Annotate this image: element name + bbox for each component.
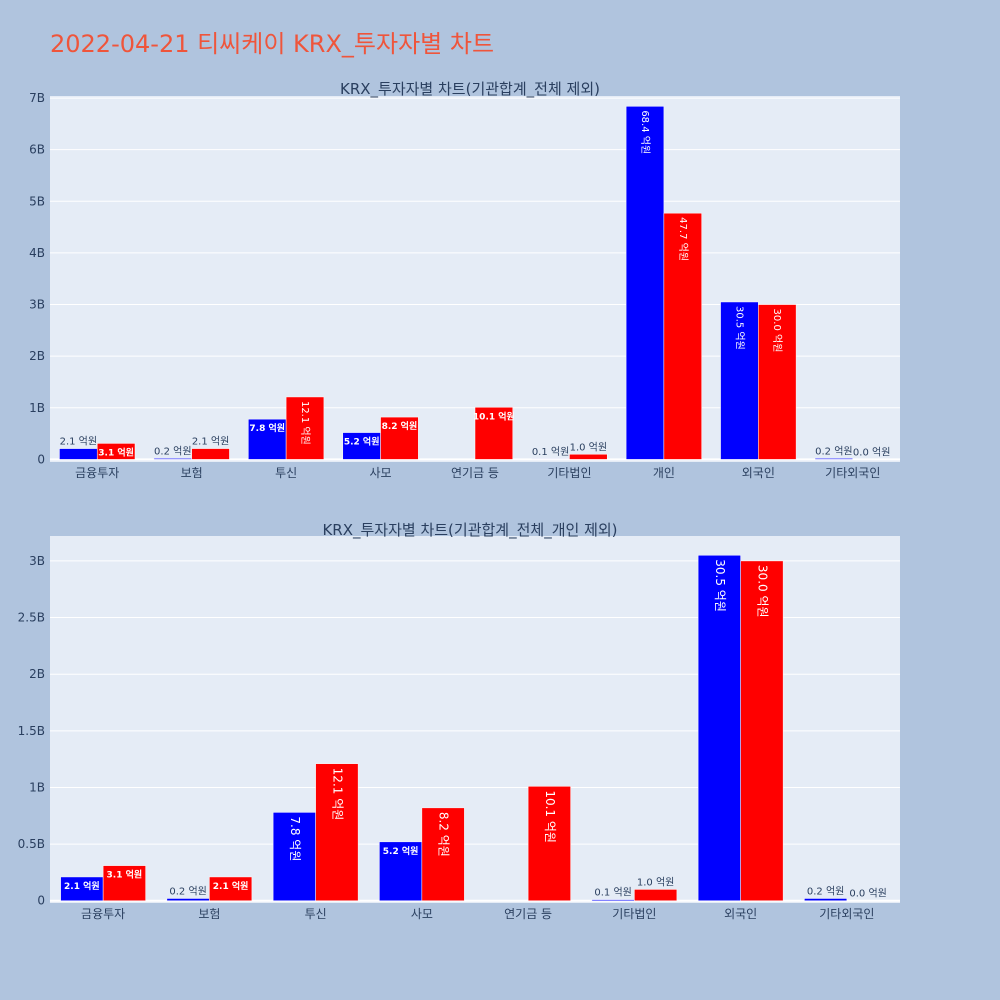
x-tick-label: 금융투자 <box>81 907 125 921</box>
bar <box>697 555 741 901</box>
x-tick-label: 투신 <box>305 907 327 921</box>
x-tick-label: 기타법인 <box>612 907 656 921</box>
bar-data-label: 3.1 억원 <box>107 869 143 881</box>
bar-data-label: 12.1 억원 <box>330 768 344 821</box>
x-tick-label: 연기금 등 <box>504 907 552 921</box>
bar-data-label: 0.2 억원 <box>807 885 844 897</box>
y-tick-label: 0 <box>37 452 45 466</box>
y-tick-label: 2B <box>29 667 45 681</box>
bar <box>531 458 570 460</box>
y-tick-label: 1.5B <box>18 724 45 738</box>
bar-data-label: 12.1 억원 <box>299 401 311 445</box>
bar-data-label: 5.2 억원 <box>344 436 380 448</box>
x-tick-label: 금융투자 <box>75 466 119 480</box>
bar-data-label: 2.1 억원 <box>64 880 100 892</box>
bar <box>474 407 514 460</box>
bar-data-label: 10.1 억원 <box>543 790 557 843</box>
bar <box>248 418 287 460</box>
bar <box>59 448 98 460</box>
x-tick-label: 연기금 등 <box>451 466 499 480</box>
bar <box>634 889 678 901</box>
chart-title: KRX_투자자별 차트(기관합계_전체_개인 제외) <box>322 521 617 540</box>
page-title: 2022-04-21 티씨케이 KRX_투자자별 차트 <box>50 30 495 58</box>
y-tick-label: 1B <box>29 401 45 415</box>
y-tick-label: 3B <box>29 298 45 312</box>
bar <box>814 458 854 460</box>
bar <box>591 899 635 901</box>
bar <box>272 812 316 901</box>
bar <box>379 841 423 901</box>
bar <box>758 304 797 460</box>
bar <box>663 212 702 460</box>
bar-data-label: 0.1 억원 <box>594 887 631 899</box>
chart-top: KRX_투자자별 차트(기관합계_전체 제외) 0 1B 2B 3B 4B 5B 6B 7B 금융… <box>29 80 900 480</box>
y-tick-label: 4B <box>29 246 45 260</box>
bar-data-label: 10.1 억원 <box>473 410 515 422</box>
bar <box>153 458 192 460</box>
x-tick-label: 기타외국인 <box>819 907 874 921</box>
bar <box>569 454 608 460</box>
x-tick-label: 보험 <box>198 907 220 921</box>
bar <box>96 443 136 460</box>
bar-data-label: 30.5 억원 <box>713 559 727 612</box>
y-tick-label: 6B <box>29 143 45 157</box>
bar <box>102 865 146 901</box>
bar-data-label: 7.8 억원 <box>288 816 302 861</box>
bar <box>625 106 665 460</box>
bar <box>527 786 571 901</box>
bar <box>166 898 210 901</box>
y-tick-label: 0 <box>37 894 45 908</box>
bar-data-label: 8.2 억원 <box>382 420 418 432</box>
bar <box>342 432 381 460</box>
bar <box>740 560 784 901</box>
bar-data-label: 0.2 억원 <box>815 445 852 457</box>
y-tick-label: 1B <box>29 780 45 794</box>
bar-data-label: 30.0 억원 <box>755 565 769 618</box>
bar <box>285 396 325 460</box>
chart-bottom: KRX_투자자별 차트(기관합계_전체_개인 제외) 0 0.5B 1B 1.5B 2B 2… <box>18 521 900 921</box>
x-tick-label: 사모 <box>370 466 392 480</box>
bar-data-label: 30.5 억원 <box>733 306 745 350</box>
bar-data-label: 0.2 억원 <box>169 885 206 897</box>
bar-data-label: 8.2 억원 <box>437 812 451 857</box>
bar-data-label: 2.1 억원 <box>60 436 97 448</box>
x-tick-label: 기타외국인 <box>825 466 880 480</box>
bar-data-label: 5.2 억원 <box>383 845 419 857</box>
y-tick-label: 7B <box>29 91 45 105</box>
bar <box>804 898 848 901</box>
bar <box>720 301 759 460</box>
bar <box>191 448 230 460</box>
x-tick-label: 외국인 <box>724 907 757 921</box>
y-tick-label: 5B <box>29 194 45 208</box>
bar <box>209 876 253 901</box>
y-tick-label: 0.5B <box>18 837 45 851</box>
y-tick-label: 3B <box>29 554 45 568</box>
x-tick-label: 투신 <box>275 466 297 480</box>
bar-data-label: 30.0 억원 <box>771 309 783 353</box>
bar-data-label: 3.1 억원 <box>98 446 134 458</box>
x-tick-label: 사모 <box>411 907 433 921</box>
bar-data-label: 2.1 억원 <box>192 436 229 448</box>
bar <box>380 416 419 460</box>
bar-data-label: 1.0 억원 <box>637 876 674 888</box>
chart-title: KRX_투자자별 차트(기관합계_전체 제외) <box>340 80 600 99</box>
bar-data-label: 7.8 억원 <box>249 422 285 434</box>
bar-data-label: 0.0 억원 <box>853 446 890 458</box>
bar-data-label: 0.1 억원 <box>532 446 569 458</box>
y-tick-label: 2.5B <box>18 611 45 625</box>
x-tick-label: 보험 <box>181 466 203 480</box>
bar-data-label: 0.2 억원 <box>154 445 191 457</box>
bar <box>421 807 465 901</box>
bar-data-label: 68.4 억원 <box>639 110 651 154</box>
x-tick-label: 개인 <box>653 466 675 480</box>
x-tick-label: 외국인 <box>742 466 775 480</box>
y-tick-label: 2B <box>29 349 45 363</box>
bar <box>315 763 359 901</box>
bar-data-label: 47.7 억원 <box>677 217 689 261</box>
bar-data-label: 1.0 억원 <box>570 441 607 453</box>
bar-data-label: 0.0 억원 <box>849 888 886 900</box>
x-tick-label: 기타법인 <box>547 466 591 480</box>
bar-data-label: 2.1 억원 <box>213 880 249 892</box>
